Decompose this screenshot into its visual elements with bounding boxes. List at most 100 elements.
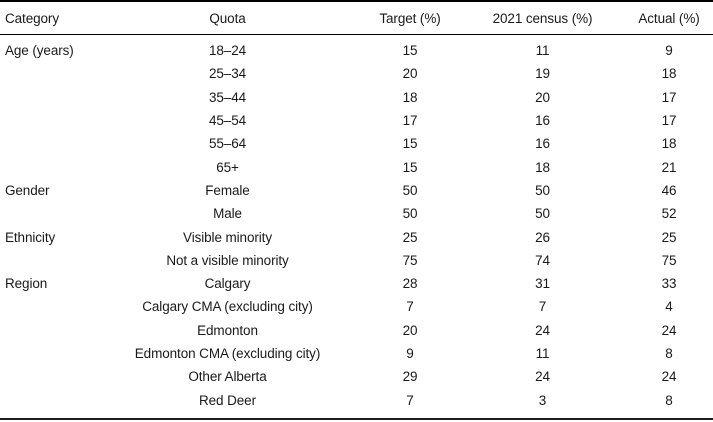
column-header-category: Category: [0, 1, 95, 35]
census-cell: 19: [535, 66, 550, 82]
quota-cell: Edmonton CMA (excluding city): [134, 346, 321, 361]
target-cell: 25: [402, 229, 418, 245]
census-cell: 16: [535, 136, 550, 152]
category-cell: [0, 342, 95, 365]
actual-cell: 46: [661, 182, 677, 198]
actual-cell: 25: [661, 229, 677, 245]
actual-cell: 33: [661, 276, 677, 292]
census-cell: 50: [535, 182, 550, 198]
quota-cell: 25–34: [208, 66, 247, 82]
actual-cell: 18: [661, 66, 677, 82]
category-cell: [0, 365, 95, 388]
table-row: Calgary CMA (excluding city) 7 7 4: [0, 295, 713, 318]
actual-cell: 21: [661, 159, 677, 175]
table-row: Age (years) 18–24 15 11 9: [0, 35, 713, 63]
table-row: Ethnicity Visible minority 25 26 25: [0, 225, 713, 248]
table-row: Gender Female 50 50 46: [0, 179, 713, 202]
quota-cell: 65+: [216, 159, 239, 175]
table-row: Other Alberta 29 24 24: [0, 365, 713, 388]
table-row: Not a visible minority 75 74 75: [0, 249, 713, 272]
census-cell: 20: [535, 89, 550, 105]
target-cell: 15: [402, 43, 418, 59]
actual-cell: 17: [661, 113, 677, 129]
table-row: Region Calgary 28 31 33: [0, 272, 713, 295]
quota-cell: Edmonton: [197, 322, 258, 338]
census-cell: 24: [535, 322, 550, 338]
target-cell: 15: [402, 159, 418, 175]
category-cell: Ethnicity: [5, 229, 56, 245]
table-row: Red Deer 7 3 8: [0, 388, 713, 418]
actual-cell: 52: [661, 206, 677, 222]
target-cell: 18: [402, 89, 418, 105]
quota-cell: 45–54: [208, 113, 247, 129]
table-header: Category Quota Target (%) 2021 census (%…: [0, 1, 713, 35]
actual-cell: 8: [665, 392, 673, 408]
category-cell: [0, 86, 95, 109]
category-cell: [0, 132, 95, 155]
census-cell: 16: [535, 113, 550, 129]
census-cell: 24: [535, 369, 550, 385]
target-cell: 7: [406, 299, 414, 315]
category-cell: [0, 295, 95, 318]
census-cell: 3: [538, 392, 547, 408]
target-cell: 20: [402, 322, 418, 338]
target-cell: 50: [402, 182, 418, 198]
column-header-quota: Quota: [95, 1, 360, 35]
quota-cell: Male: [213, 206, 242, 222]
census-cell: 11: [535, 346, 550, 361]
column-header-actual: Actual (%): [625, 1, 713, 35]
quota-cell: Red Deer: [199, 392, 256, 408]
table-row: Male 50 50 52: [0, 202, 713, 225]
table-row: Edmonton CMA (excluding city) 9 11 8: [0, 342, 713, 365]
target-cell: 50: [402, 206, 418, 222]
census-cell: 26: [535, 229, 550, 245]
column-header-census: 2021 census (%): [460, 1, 625, 35]
table-row: Edmonton 20 24 24: [0, 319, 713, 342]
census-cell: 18: [535, 159, 550, 175]
category-cell: Gender: [5, 182, 50, 198]
quota-cell: 35–44: [208, 89, 247, 105]
category-cell: Region: [5, 276, 48, 292]
category-cell: [0, 62, 95, 85]
table-row: 25–34 20 19 18: [0, 62, 713, 85]
actual-cell: 4: [665, 299, 673, 315]
header-row: Category Quota Target (%) 2021 census (%…: [0, 1, 713, 35]
table-row: 35–44 18 20 17: [0, 86, 713, 109]
actual-cell: 9: [665, 43, 673, 59]
quota-cell: Female: [205, 182, 250, 198]
target-cell: 15: [402, 136, 418, 152]
census-cell: 50: [535, 206, 550, 222]
actual-cell: 24: [661, 322, 677, 338]
quota-cell: Calgary CMA (excluding city): [142, 299, 313, 315]
quota-cell: Calgary: [204, 276, 251, 292]
category-cell: [0, 319, 95, 342]
column-header-target: Target (%): [360, 1, 460, 35]
census-cell: 74: [535, 252, 550, 268]
actual-cell: 17: [661, 89, 677, 105]
actual-cell: 8: [665, 346, 673, 361]
census-cell: 11: [535, 43, 550, 59]
quota-cell: 18–24: [208, 43, 247, 59]
category-cell: [0, 388, 95, 418]
target-cell: 20: [402, 66, 418, 82]
table-row: 55–64 15 16 18: [0, 132, 713, 155]
actual-cell: 24: [661, 369, 677, 385]
category-cell: [0, 155, 95, 178]
target-cell: 29: [402, 369, 418, 385]
target-cell: 7: [406, 392, 414, 408]
quota-cell: Not a visible minority: [166, 252, 289, 268]
target-cell: 17: [402, 113, 418, 129]
category-cell: [0, 249, 95, 272]
actual-cell: 75: [661, 252, 677, 268]
actual-cell: 18: [661, 136, 677, 152]
quota-cell: Visible minority: [183, 229, 272, 245]
category-cell: [0, 109, 95, 132]
table-row: 65+ 15 18 21: [0, 155, 713, 178]
quota-cell: Other Alberta: [188, 369, 267, 385]
target-cell: 9: [406, 346, 414, 361]
census-cell: 31: [535, 276, 550, 292]
target-cell: 28: [402, 276, 418, 292]
table-body: Age (years) 18–24 15 11 9 25–34 20 19 18…: [0, 35, 713, 419]
